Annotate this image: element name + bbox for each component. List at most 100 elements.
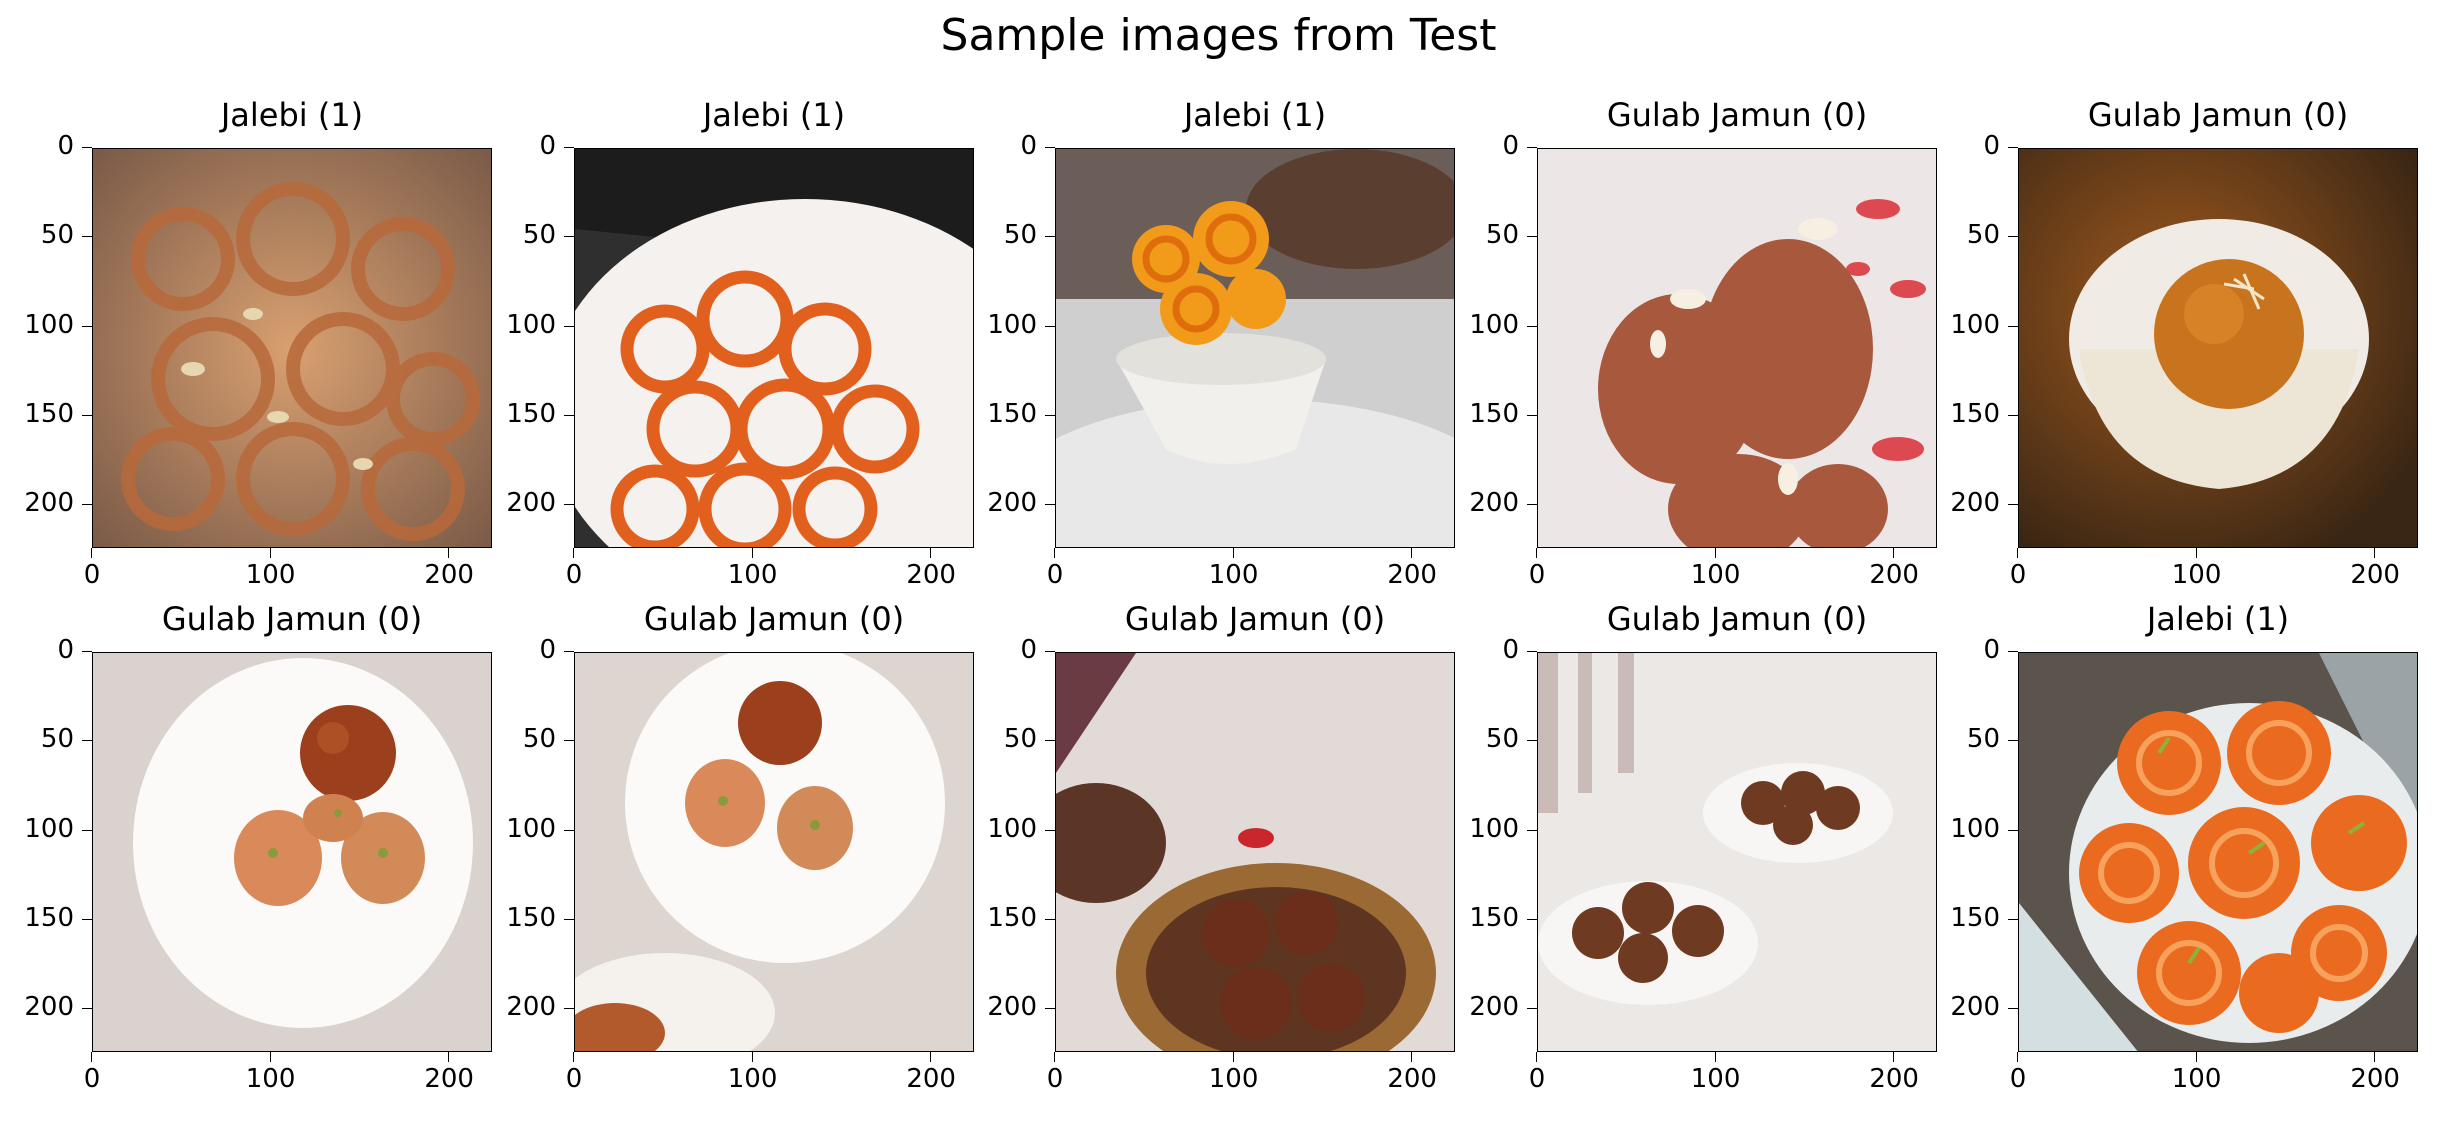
y-tick-label: 0 — [539, 635, 556, 665]
panel-title: Gulab Jamun (0) — [1606, 96, 1868, 134]
food-image-jalebi-plate — [574, 148, 974, 548]
y-tick-label: 50 — [522, 724, 556, 755]
y-tick-label: 200 — [506, 992, 556, 1023]
y-tick-label: 50 — [40, 724, 74, 755]
y-tick-label: 200 — [1950, 992, 2000, 1023]
y-tick-label: 100 — [506, 309, 556, 340]
panel-2: Jalebi (1) 0 50 100 150 200 0 100 200 — [506, 96, 974, 590]
x-tick-label: 200 — [2350, 560, 2400, 590]
x-tick-label: 100 — [2171, 1064, 2222, 1094]
y-tick-label: 50 — [1003, 724, 1037, 755]
food-image-gulab-jamun-pair — [1537, 148, 1937, 548]
x-tick-label: 200 — [1387, 560, 1437, 590]
x-tick-label: 0 — [1046, 1064, 1064, 1094]
x-tick-label: 200 — [424, 1064, 474, 1094]
y-tick-label: 50 — [1966, 724, 2000, 755]
x-tick-label: 0 — [1046, 560, 1064, 590]
y-tick-label: 200 — [1469, 992, 1519, 1023]
y-tick-label: 50 — [40, 220, 74, 251]
y-tick-label: 0 — [1983, 131, 2000, 161]
panel-9: Gulab Jamun (0) 0 50 100 150 200 0 100 200 — [1469, 600, 1937, 1094]
y-tick-label: 100 — [24, 813, 74, 844]
y-tick-label: 150 — [1950, 398, 2000, 429]
figure-title: Sample images from Test — [940, 10, 1497, 61]
panel-title: Jalebi (1) — [220, 96, 364, 134]
x-tick-label: 200 — [1387, 1064, 1437, 1094]
y-tick-label: 0 — [1502, 635, 1519, 665]
panel-6: Gulab Jamun (0) 0 50 100 150 200 0 100 200 — [24, 600, 492, 1094]
x-tick-label: 100 — [1690, 1064, 1741, 1094]
x-tick-label: 200 — [424, 560, 474, 590]
y-tick-label: 100 — [987, 309, 1037, 340]
y-tick-label: 150 — [24, 398, 74, 429]
y-tick-label: 100 — [1950, 813, 2000, 844]
y-tick-label: 200 — [506, 488, 556, 519]
panel-4: Gulab Jamun (0) 0 50 100 150 200 0 100 200 — [1469, 96, 1937, 590]
panel-title: Jalebi (1) — [702, 96, 846, 134]
y-tick-label: 0 — [1020, 635, 1037, 665]
food-image-jalebi-spiral — [2018, 652, 2418, 1052]
food-image-gulab-jamun-plate — [92, 652, 492, 1052]
panel-title: Gulab Jamun (0) — [1124, 600, 1386, 638]
panel-3: Jalebi (1) 0 50 100 150 200 0 100 200 — [987, 96, 1455, 590]
y-tick-label: 50 — [1485, 724, 1519, 755]
y-tick-label: 150 — [1469, 398, 1519, 429]
food-image-gulab-jamun-two-bowls — [1537, 652, 1937, 1052]
y-tick-label: 200 — [24, 488, 74, 519]
panel-title: Jalebi (1) — [1183, 96, 1327, 134]
y-tick-label: 0 — [539, 131, 556, 161]
x-tick-label: 0 — [565, 560, 583, 590]
x-tick-label: 200 — [2350, 1064, 2400, 1094]
x-tick-label: 100 — [1208, 1064, 1259, 1094]
y-tick-label: 150 — [1469, 902, 1519, 933]
panel-8: Gulab Jamun (0) 0 50 100 150 200 0 100 200 — [987, 600, 1455, 1094]
y-tick-label: 0 — [1502, 131, 1519, 161]
x-tick-label: 100 — [245, 1064, 296, 1094]
y-tick-label: 50 — [1003, 220, 1037, 251]
food-image-gulab-jamun-bowl — [1055, 652, 1455, 1052]
y-tick-label: 150 — [987, 398, 1037, 429]
y-tick-label: 50 — [1966, 220, 2000, 251]
x-tick-label: 100 — [1208, 560, 1259, 590]
x-tick-label: 0 — [2009, 560, 2027, 590]
food-image-gulab-jamun-cup — [2018, 148, 2418, 548]
x-tick-label: 0 — [83, 560, 101, 590]
x-tick-label: 0 — [1528, 560, 1546, 590]
y-tick-label: 0 — [1983, 635, 2000, 665]
x-tick-label: 200 — [1869, 560, 1919, 590]
y-tick-label: 0 — [57, 131, 74, 161]
x-tick-label: 100 — [2171, 560, 2222, 590]
panel-title: Gulab Jamun (0) — [643, 600, 905, 638]
food-image-gulab-jamun-plate-2 — [574, 652, 974, 1052]
y-tick-label: 0 — [1020, 131, 1037, 161]
panel-title: Gulab Jamun (0) — [1606, 600, 1868, 638]
y-tick-label: 50 — [1485, 220, 1519, 251]
panel-title: Gulab Jamun (0) — [2087, 96, 2349, 134]
y-tick-label: 200 — [24, 992, 74, 1023]
y-tick-label: 50 — [522, 220, 556, 251]
y-tick-label: 150 — [24, 902, 74, 933]
panel-7: Gulab Jamun (0) 0 50 100 150 200 0 100 200 — [506, 600, 974, 1094]
y-tick-label: 200 — [1950, 488, 2000, 519]
x-tick-label: 0 — [1528, 1064, 1546, 1094]
y-tick-label: 200 — [987, 992, 1037, 1023]
x-tick-label: 200 — [906, 1064, 956, 1094]
x-tick-label: 200 — [1869, 1064, 1919, 1094]
food-image-jalebi-cup — [1055, 148, 1455, 548]
x-tick-label: 200 — [906, 560, 956, 590]
food-image-jalebi-closeup — [92, 148, 492, 548]
y-tick-label: 150 — [1950, 902, 2000, 933]
y-tick-label: 100 — [987, 813, 1037, 844]
x-tick-label: 0 — [565, 1064, 583, 1094]
y-tick-label: 150 — [506, 398, 556, 429]
x-tick-label: 100 — [727, 1064, 778, 1094]
panel-title: Jalebi (1) — [2146, 600, 2290, 638]
y-tick-label: 200 — [987, 488, 1037, 519]
panel-1: Jalebi (1) 0 50 100 150 200 0 100 200 — [24, 96, 492, 590]
y-tick-label: 100 — [506, 813, 556, 844]
panel-5: Gulab Jamun (0) 0 50 100 150 200 0 100 200 — [1950, 96, 2418, 590]
x-tick-label: 100 — [1690, 560, 1741, 590]
panel-title: Gulab Jamun (0) — [161, 600, 423, 638]
x-tick-label: 100 — [245, 560, 296, 590]
x-tick-label: 0 — [2009, 1064, 2027, 1094]
